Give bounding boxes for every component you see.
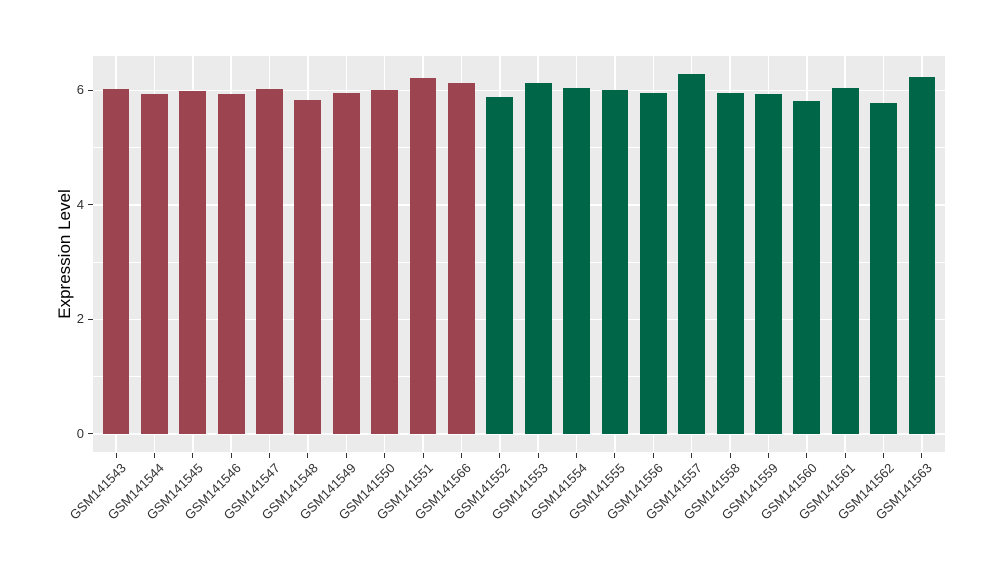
y-axis-tick [88, 204, 93, 206]
bar-GSM141544 [140, 93, 168, 434]
gridline-minor-horizontal [93, 147, 945, 149]
bar-GSM141547 [256, 88, 283, 434]
x-axis-tick [691, 453, 693, 458]
x-axis-tick [921, 453, 923, 458]
x-axis-tick [384, 453, 386, 458]
x-axis-tick [269, 453, 271, 458]
gridline-minor-horizontal [93, 376, 945, 378]
x-axis-tick [422, 453, 424, 458]
bar-GSM141554 [563, 88, 590, 434]
bar-GSM141548 [294, 100, 322, 434]
x-axis-tick [537, 453, 539, 458]
y-tick-label: 4 [76, 196, 84, 212]
x-axis-tick [767, 453, 769, 458]
y-axis-tick [88, 89, 93, 91]
gridline-minor-horizontal [93, 261, 945, 263]
bar-GSM141563 [908, 76, 936, 434]
x-axis-tick [499, 453, 501, 458]
gridline-major-horizontal [93, 433, 945, 435]
bar-GSM141545 [179, 90, 207, 434]
gridline-major-horizontal [93, 318, 945, 321]
bar-GSM141566 [448, 82, 475, 434]
y-axis-tick [88, 318, 93, 320]
bar-GSM141549 [332, 92, 360, 434]
x-axis-tick [806, 453, 808, 458]
y-axis-tick [88, 433, 93, 435]
x-axis-tick [883, 453, 885, 458]
bar-GSM141552 [486, 97, 514, 434]
bar-GSM141560 [793, 101, 821, 434]
bar-GSM141546 [217, 93, 245, 434]
x-axis-tick [844, 453, 846, 458]
bar-GSM141553 [524, 83, 552, 434]
y-tick-label: 0 [76, 425, 84, 441]
x-axis-tick [345, 453, 347, 458]
y-tick-label: 2 [76, 311, 84, 327]
x-axis-tick [729, 453, 731, 458]
bar-GSM141551 [409, 78, 437, 434]
bar-GSM141562 [870, 102, 898, 434]
x-axis-tick [460, 453, 462, 458]
x-axis-tick [307, 453, 309, 458]
bar-GSM141556 [639, 92, 667, 434]
bar-GSM141555 [601, 90, 629, 434]
gridline-major-horizontal [93, 204, 945, 206]
bar-GSM141557 [678, 74, 706, 434]
x-axis-tick [115, 453, 117, 458]
x-axis-tick [192, 453, 194, 458]
bar-GSM141558 [716, 93, 744, 434]
x-axis-tick [614, 453, 616, 458]
gridline-major-horizontal [93, 89, 945, 92]
bar-GSM141559 [755, 93, 782, 434]
y-tick-label: 6 [76, 82, 84, 98]
bar-GSM141561 [831, 88, 859, 434]
bar-GSM141543 [102, 89, 130, 434]
x-axis-tick [230, 453, 232, 458]
x-axis-tick [153, 453, 155, 458]
x-axis-tick [652, 453, 654, 458]
bar-GSM141550 [371, 89, 399, 434]
plot-panel [93, 56, 945, 452]
x-axis-tick [576, 453, 578, 458]
